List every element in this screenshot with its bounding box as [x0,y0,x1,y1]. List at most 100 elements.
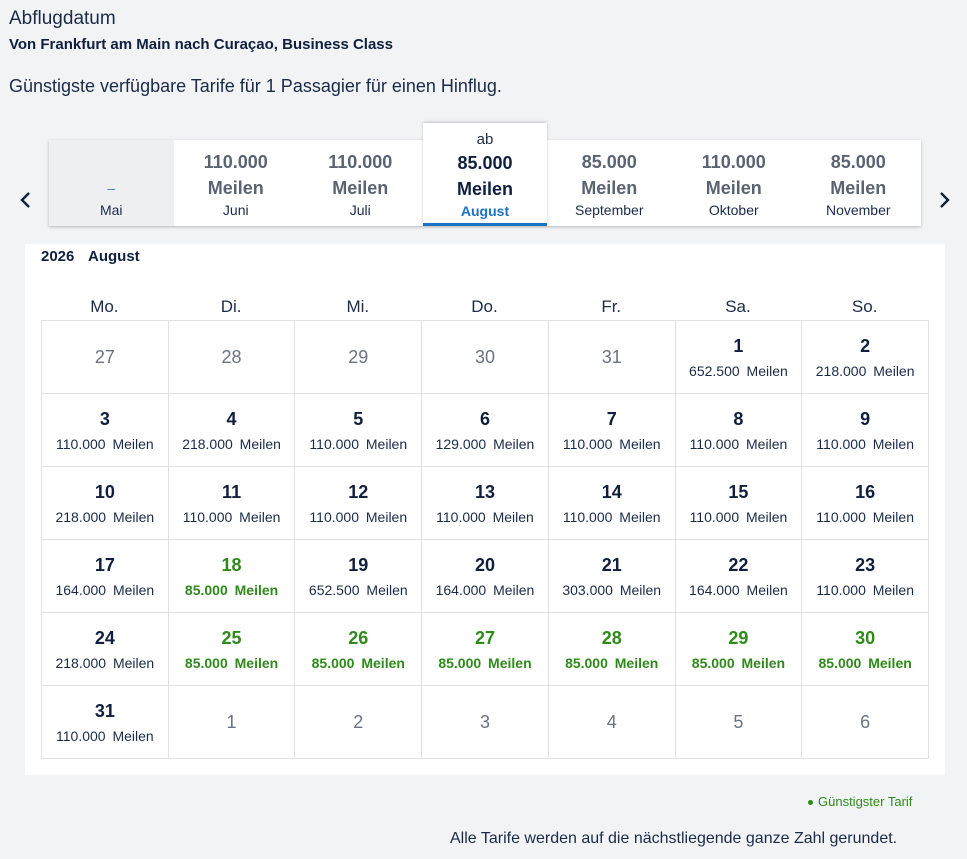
calendar-day-cell[interactable]: 24 218.000 Meilen [42,613,169,686]
day-fare: 85.000 Meilen [311,655,405,671]
month-tab-oktober[interactable]: 110.000 Meilen Oktober [672,140,797,226]
prev-month-button[interactable] [13,186,37,214]
day-number: 28 [221,347,242,367]
weekday-label: Mo. [90,297,119,316]
calendar-day-cell[interactable]: 3 110.000 Meilen [42,394,169,467]
day-number: 22 [728,555,749,575]
month-tab-september[interactable]: 85.000 Meilen September [547,140,672,226]
calendar-day-cell[interactable]: 21 303.000 Meilen [548,540,676,613]
next-month-button[interactable] [933,186,957,214]
green-dot-icon [808,800,813,806]
month-price: 110.000 Meilen [328,152,393,198]
day-number: 12 [348,482,369,502]
fare-note: Günstigste verfügbare Tarife für 1 Passa… [9,76,502,96]
day-number: 18 [221,555,242,575]
calendar-day-cell[interactable]: 1 652.500 Meilen [675,321,803,394]
day-fare: 110.000 Meilen [436,509,534,525]
calendar-day-cell[interactable]: 9 110.000 Meilen [802,394,929,467]
calendar-day-cell[interactable]: 6 129.000 Meilen [422,394,549,467]
calendar-day-cell[interactable]: 14 110.000 Meilen [548,467,676,540]
calendar-day-cell[interactable]: 16 110.000 Meilen [802,467,929,540]
calendar-day-cell[interactable]: 30 85.000 Meilen [802,613,929,686]
calendar-day-cell[interactable]: 25 85.000 Meilen [168,613,296,686]
day-number: 7 [606,409,617,429]
day-number: 8 [733,409,744,429]
day-number: 31 [94,701,115,721]
chevron-right-icon [940,192,950,208]
route-subtitle: Von Frankfurt am Main nach Curaçao, Busi… [9,36,393,53]
calendar-day-cell[interactable]: 31 110.000 Meilen [42,686,169,759]
day-number: 19 [348,555,369,575]
rounding-note: Alle Tarife werden auf die nächstliegend… [450,830,898,847]
day-fare: 110.000 Meilen [689,436,788,452]
calendar-day-cell[interactable]: 22 164.000 Meilen [675,540,803,613]
month-name: Mai [99,202,123,218]
day-fare: 218.000 Meilen [55,655,155,671]
calendar-day-cell[interactable]: 28 85.000 Meilen [548,613,676,686]
day-number: 5 [733,712,744,732]
day-number: 3 [479,712,490,732]
calendar-day-cell[interactable]: 8 110.000 Meilen [675,394,803,467]
calendar-cell-outside: 6 [802,686,929,759]
month-tab-august[interactable]: ab 85.000 Meilen August [423,123,547,226]
calendar-day-cell[interactable]: 4 218.000 Meilen [168,394,296,467]
day-number: 13 [474,482,495,502]
day-fare: 85.000 Meilen [691,655,786,671]
calendar-cell-outside: 2 [295,686,423,759]
month-tab-juli[interactable]: 110.000 Meilen Juli [298,140,423,226]
calendar-day-cell[interactable]: 12 110.000 Meilen [295,467,423,540]
calendar-day-cell[interactable]: 5 110.000 Meilen [295,394,423,467]
day-fare: 164.000 Meilen [689,582,788,598]
month-tab-november[interactable]: 85.000 Meilen November [796,140,921,226]
day-fare: 218.000 Meilen [815,363,915,379]
calendar-day-cell[interactable]: 19 652.500 Meilen [295,540,423,613]
day-fare: 85.000 Meilen [818,655,912,671]
calendar-day-cell[interactable]: 23 110.000 Meilen [802,540,929,613]
day-number: 30 [474,347,495,367]
day-number: 21 [601,555,622,575]
day-fare: 218.000 Meilen [55,509,155,525]
month-tab-mai: – Mai [49,140,174,226]
month-name: Oktober [708,202,759,218]
month-price: 110.000 Meilen [203,152,268,198]
calendar-day-cell[interactable]: 2 218.000 Meilen [802,321,929,394]
calendar-day-cell[interactable]: 17 164.000 Meilen [42,540,169,613]
calendar-day-cell[interactable]: 11 110.000 Meilen [168,467,296,540]
chevron-left-icon [20,192,30,208]
month-tab-juni[interactable]: 110.000 Meilen Juni [174,140,299,226]
calendar-day-cell[interactable]: 18 85.000 Meilen [168,540,296,613]
calendar-day-cell[interactable]: 27 85.000 Meilen [422,613,549,686]
day-fare: 85.000 Meilen [438,655,532,671]
month-name: Juli [349,202,371,218]
month-price: 85.000 Meilen [456,153,513,199]
weekday-label: Di. [220,297,242,316]
calendar-day-cell[interactable]: 15 110.000 Meilen [675,467,803,540]
calendar-day-cell[interactable]: 29 85.000 Meilen [675,613,803,686]
legend-cheapest: Günstigster Tarif [808,794,912,809]
day-fare: 110.000 Meilen [816,509,914,525]
day-number: 15 [728,482,749,502]
weekday-label: Sa. [725,297,751,316]
calendar-day-cell[interactable]: 13 110.000 Meilen [422,467,549,540]
day-number: 9 [860,409,871,429]
day-fare: 110.000 Meilen [816,436,914,452]
day-fare: 652.500 Meilen [689,363,788,379]
day-number: 2 [353,712,364,732]
weekday-label: So. [851,297,878,316]
day-number: 24 [94,628,115,648]
day-number: 27 [474,628,495,648]
day-number: 14 [601,482,622,502]
legend-label: Günstigster Tarif [818,794,913,809]
calendar-day-cell[interactable]: 26 85.000 Meilen [295,613,423,686]
month-name: August [460,203,510,219]
calendar-day-cell[interactable]: 10 218.000 Meilen [42,467,169,540]
calendar: 2026 August Mo. Di. Mi. Do. Fr. Sa. So. 27 28 29… [25,244,945,775]
day-number: 30 [855,628,876,648]
calendar-cell-outside: 28 [168,321,296,394]
day-number: 1 [226,712,237,732]
day-fare: 110.000 Meilen [562,436,661,452]
day-fare: 652.500 Meilen [308,582,408,598]
calendar-day-cell[interactable]: 7 110.000 Meilen [548,394,676,467]
day-number: 10 [94,482,115,502]
calendar-day-cell[interactable]: 20 164.000 Meilen [422,540,549,613]
